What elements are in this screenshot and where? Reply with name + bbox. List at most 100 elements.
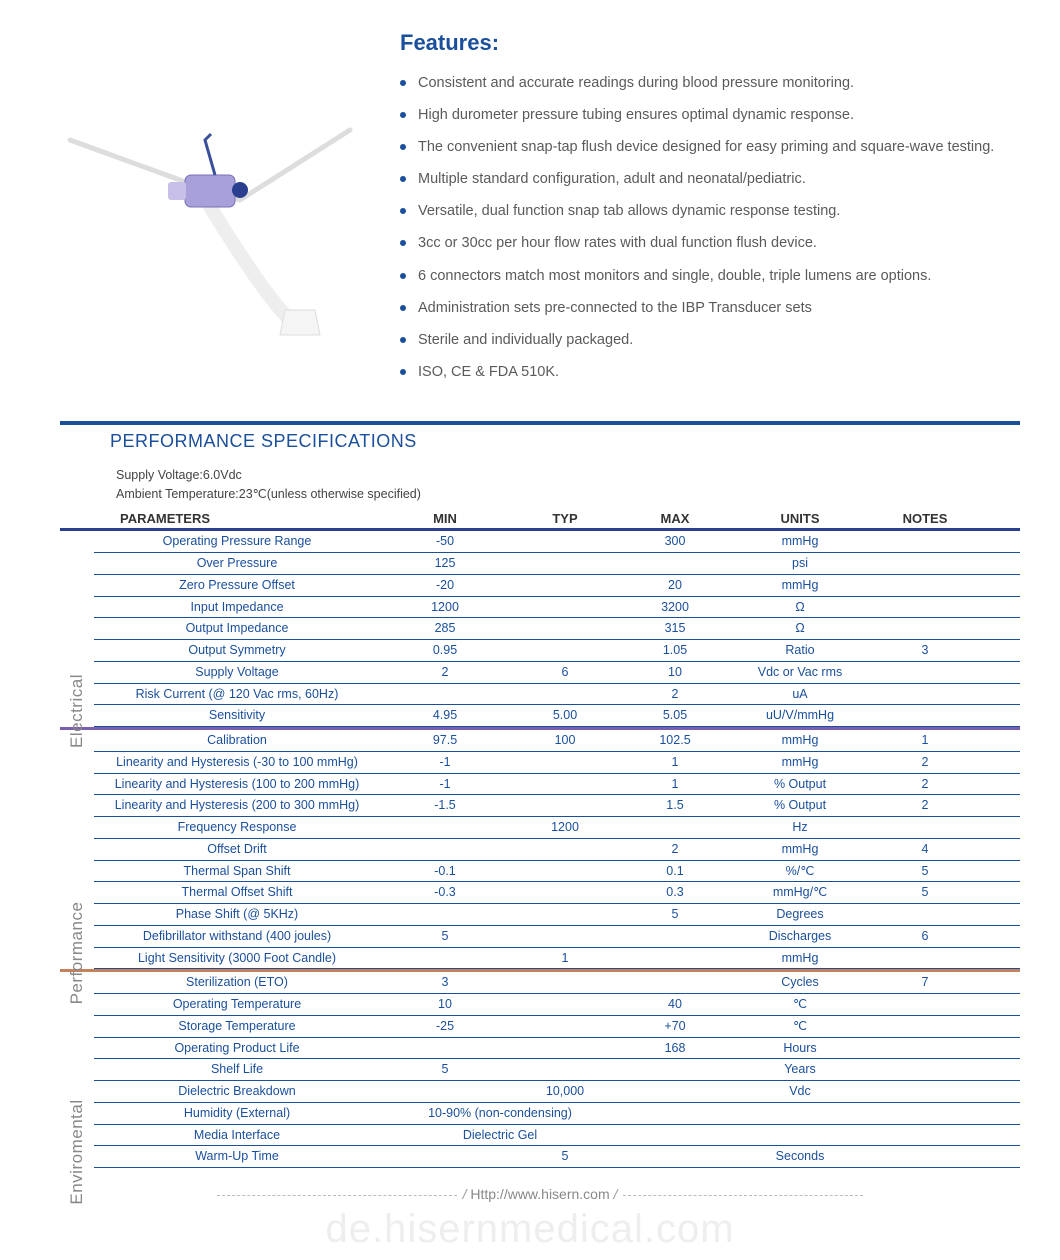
cell-typ: 5.00 bbox=[510, 706, 620, 725]
cell-min: 10 bbox=[380, 995, 510, 1014]
feature-item: Multiple standard configuration, adult a… bbox=[400, 166, 1020, 192]
cell-units: Vdc or Vac rms bbox=[730, 663, 870, 682]
footer-url: Http://www.hisern.com bbox=[470, 1186, 609, 1202]
cell-units: ℃ bbox=[730, 1017, 870, 1036]
cell-param: Humidity (External) bbox=[94, 1103, 380, 1124]
cell-max: 102.5 bbox=[620, 731, 730, 750]
table-row: Linearity and Hysteresis (-30 to 100 mmH… bbox=[94, 752, 1020, 774]
cell-notes: 2 bbox=[870, 753, 980, 772]
cell-param: Operating Pressure Range bbox=[94, 531, 380, 552]
cell-max: 1.5 bbox=[620, 796, 730, 815]
cell-wide: 10-90% (non-condensing) bbox=[380, 1104, 620, 1123]
cell-param: Defibrillator withstand (400 joules) bbox=[94, 926, 380, 947]
table-row: Risk Current (@ 120 Vac rms, 60Hz)2uA bbox=[94, 684, 1020, 706]
cell-max: 2 bbox=[620, 685, 730, 704]
table-row: Sterilization (ETO)3Cycles7 bbox=[94, 972, 1020, 994]
cell-min: 4.95 bbox=[380, 706, 510, 725]
cell-param: Over Pressure bbox=[94, 553, 380, 574]
cell-max: 300 bbox=[620, 532, 730, 551]
cell-param: Storage Temperature bbox=[94, 1016, 380, 1037]
cell-notes: 5 bbox=[870, 883, 980, 902]
cell-max: 3200 bbox=[620, 598, 730, 617]
cell-notes: 6 bbox=[870, 927, 980, 946]
feature-item: ISO, CE & FDA 510K. bbox=[400, 359, 1020, 385]
cell-notes: 5 bbox=[870, 862, 980, 881]
cell-param: Frequency Response bbox=[94, 817, 380, 838]
cell-max: 5.05 bbox=[620, 706, 730, 725]
cell-param: Media Interface bbox=[94, 1125, 380, 1146]
col-notes: NOTES bbox=[870, 511, 980, 526]
cell-min: 3 bbox=[380, 973, 510, 992]
cell-typ: 5 bbox=[510, 1147, 620, 1166]
table-row: Thermal Offset Shift-0.30.3mmHg/℃5 bbox=[94, 882, 1020, 904]
cell-min: 285 bbox=[380, 619, 510, 638]
cell-units: %/℃ bbox=[730, 862, 870, 881]
cell-notes: 1 bbox=[870, 731, 980, 750]
cell-min: 5 bbox=[380, 1060, 510, 1079]
table-row: Warm-Up Time5Seconds bbox=[94, 1146, 1020, 1168]
table-row: Humidity (External)10-90% (non-condensin… bbox=[94, 1103, 1020, 1125]
cell-min: -0.3 bbox=[380, 883, 510, 902]
cell-param: Operating Product Life bbox=[94, 1038, 380, 1059]
table-row: Thermal Span Shift-0.10.1%/℃5 bbox=[94, 861, 1020, 883]
table-row: Sensitivity4.955.005.05uU/V/mmHg bbox=[94, 705, 1020, 727]
cell-max: 168 bbox=[620, 1039, 730, 1058]
cell-units: Ratio bbox=[730, 641, 870, 660]
cell-units: Years bbox=[730, 1060, 870, 1079]
cell-max: 5 bbox=[620, 905, 730, 924]
table-row: Phase Shift (@ 5KHz)5Degrees bbox=[94, 904, 1020, 926]
cell-min: -25 bbox=[380, 1017, 510, 1036]
cell-typ: 1 bbox=[510, 949, 620, 968]
cell-param: Thermal Span Shift bbox=[94, 861, 380, 882]
cell-units: mmHg bbox=[730, 532, 870, 551]
feature-item: The convenient snap-tap flush device des… bbox=[400, 134, 1020, 160]
cell-units: psi bbox=[730, 554, 870, 573]
col-typ: TYP bbox=[510, 511, 620, 526]
table-row: Calibration97.5100102.5mmHg1 bbox=[94, 730, 1020, 752]
cell-units: mmHg bbox=[730, 731, 870, 750]
footer: / Http://www.hisern.com / bbox=[60, 1168, 1020, 1220]
cell-max: 315 bbox=[620, 619, 730, 638]
cell-param: Output Symmetry bbox=[94, 640, 380, 661]
cell-param: Input Impedance bbox=[94, 597, 380, 618]
table-row: Input Impedance12003200Ω bbox=[94, 597, 1020, 619]
cell-param: Sensitivity bbox=[94, 705, 380, 726]
cell-param: Dielectric Breakdown bbox=[94, 1081, 380, 1102]
cell-max: 0.3 bbox=[620, 883, 730, 902]
col-max: MAX bbox=[620, 511, 730, 526]
cell-param: Offset Drift bbox=[94, 839, 380, 860]
cell-max: 1 bbox=[620, 753, 730, 772]
cell-typ: 100 bbox=[510, 731, 620, 750]
cell-max: 20 bbox=[620, 576, 730, 595]
cell-param: Warm-Up Time bbox=[94, 1146, 380, 1167]
spec-section-performance: PerformanceCalibration97.5100102.5mmHg1L… bbox=[60, 727, 1020, 969]
table-row: Linearity and Hysteresis (200 to 300 mmH… bbox=[94, 795, 1020, 817]
cell-min: -1 bbox=[380, 753, 510, 772]
table-row: Zero Pressure Offset-2020mmHg bbox=[94, 575, 1020, 597]
cell-param: Calibration bbox=[94, 730, 380, 751]
spec-title: PERFORMANCE SPECIFICATIONS bbox=[60, 425, 1020, 458]
table-row: Operating Temperature1040℃ bbox=[94, 994, 1020, 1016]
cell-notes: 4 bbox=[870, 840, 980, 859]
cell-max: 2 bbox=[620, 840, 730, 859]
features-heading: Features: bbox=[400, 30, 1020, 56]
table-row: Offset Drift2mmHg4 bbox=[94, 839, 1020, 861]
cell-param: Linearity and Hysteresis (-30 to 100 mmH… bbox=[94, 752, 380, 773]
cell-max: 0.1 bbox=[620, 862, 730, 881]
feature-item: Consistent and accurate readings during … bbox=[400, 70, 1020, 96]
cell-param: Risk Current (@ 120 Vac rms, 60Hz) bbox=[94, 684, 380, 705]
cell-min: 125 bbox=[380, 554, 510, 573]
cell-units: mmHg/℃ bbox=[730, 883, 870, 902]
cell-units: Ω bbox=[730, 619, 870, 638]
cell-min: 5 bbox=[380, 927, 510, 946]
table-row: Supply Voltage2610Vdc or Vac rms bbox=[94, 662, 1020, 684]
cell-max: 1 bbox=[620, 775, 730, 794]
cell-notes: 2 bbox=[870, 796, 980, 815]
table-row: Operating Product Life168Hours bbox=[94, 1038, 1020, 1060]
table-row: Over Pressure125 psi bbox=[94, 553, 1020, 575]
spec-section-enviromental: EnviromentalSterilization (ETO)3Cycles7O… bbox=[60, 969, 1020, 1168]
feature-item: High durometer pressure tubing ensures o… bbox=[400, 102, 1020, 128]
cell-min: 2 bbox=[380, 663, 510, 682]
cell-param: Light Sensitivity (3000 Foot Candle) bbox=[94, 948, 380, 969]
cell-notes: 7 bbox=[870, 973, 980, 992]
